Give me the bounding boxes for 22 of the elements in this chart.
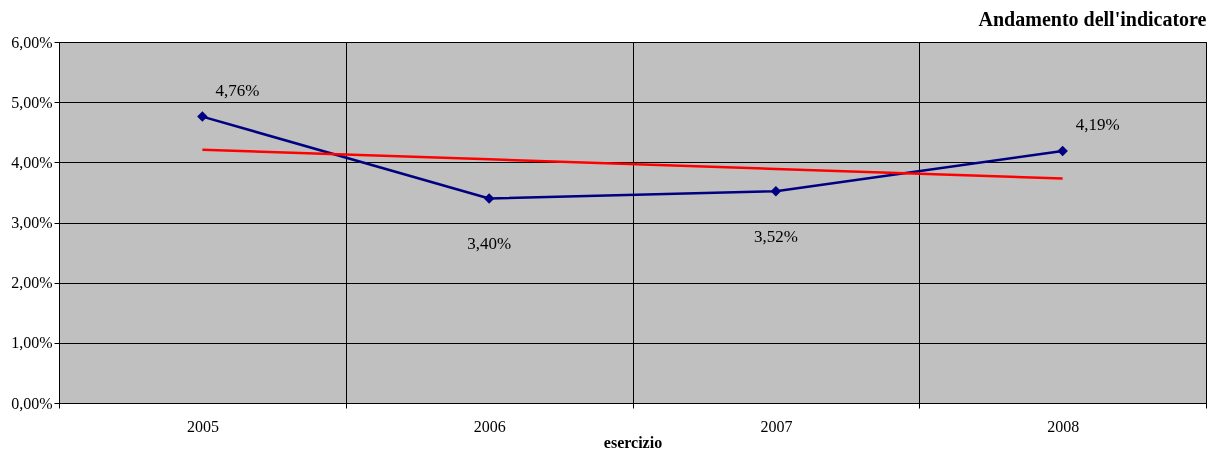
- y-tick-label: 0,00%: [11, 394, 53, 412]
- y-tick-label: 5,00%: [11, 93, 53, 111]
- data-label: 4,76%: [215, 80, 260, 100]
- x-tick-label: 2008: [1047, 417, 1080, 435]
- point: [1057, 145, 1068, 157]
- y-tick-label: 4,00%: [11, 153, 53, 171]
- line-series: [201, 148, 1064, 180]
- chart-title: Andamento dell'indicatore: [978, 8, 1207, 30]
- y-tick-label: 2,00%: [11, 274, 53, 292]
- x-tick-label: 2007: [760, 417, 793, 435]
- x-axis-title: esercizio: [603, 433, 663, 451]
- point: [197, 111, 208, 122]
- x-tick-label: 2006: [473, 417, 506, 435]
- data-label: 4,19%: [1075, 114, 1120, 134]
- x-tick-label: 2005: [186, 417, 219, 435]
- point: [770, 185, 782, 197]
- y-tick-label: 3,00%: [11, 214, 53, 231]
- data-label: 3,52%: [753, 227, 798, 247]
- y-tick-label: 1,00%: [11, 334, 53, 352]
- data-label: 3,40%: [467, 234, 512, 254]
- y-tick-label: 6,00%: [11, 33, 53, 51]
- point: [483, 193, 495, 204]
